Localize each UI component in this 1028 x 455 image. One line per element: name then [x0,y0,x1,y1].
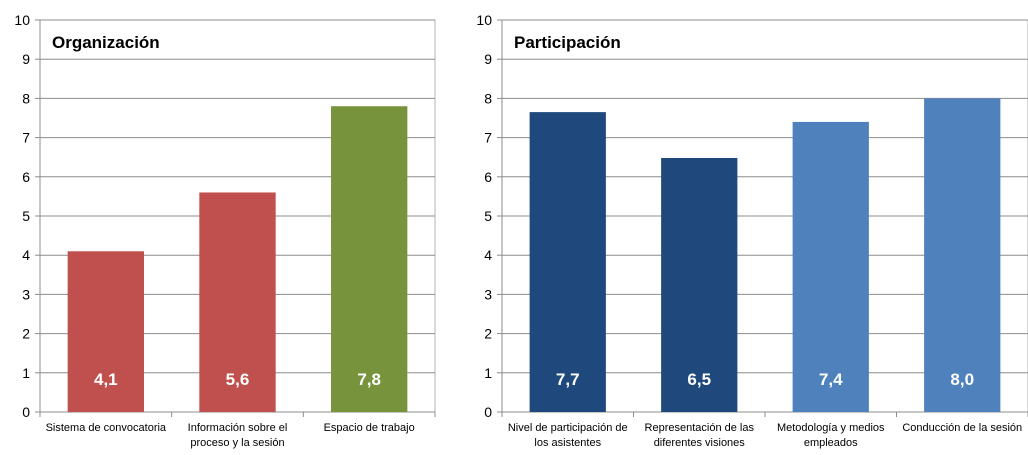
chart-participacion: 0 1 2 3 4 5 6 7 8 9 10 Participación 7,7 Nivel de par… [462,0,1028,455]
y-tick-label: 2 [22,326,30,342]
y-tick-label: 10 [476,12,492,28]
y-tick-label: 3 [484,286,492,302]
x-tick-label: Sistema de convocatoria [46,422,167,434]
bar-value-label: 7,7 [556,370,580,389]
y-tick-label: 7 [22,130,30,146]
x-tick-label: Metodología y medios [777,422,885,434]
x-tick-label: los asistentes [534,437,601,449]
x-tick-label: diferentes visiones [654,437,746,449]
x-tick-label: proceso y la sesión [190,437,284,449]
chart-participacion-svg: 0 1 2 3 4 5 6 7 8 9 10 Participación 7,7 Nivel de par… [476,12,1028,449]
y-tick-label: 9 [22,51,30,67]
y-tick-label: 0 [22,404,30,420]
x-tick-label: Información sobre el [188,422,288,434]
y-tick-label: 4 [484,247,492,263]
bar-value-label: 5,6 [226,370,250,389]
y-tick-label: 9 [484,51,492,67]
bar [199,192,276,412]
bar-value-label: 4,1 [94,370,118,389]
y-tick-label: 4 [22,247,30,263]
x-tick-label: Espacio de trabajo [324,422,415,434]
bar-value-label: 6,5 [687,370,711,389]
bar [67,251,145,412]
bar-value-label: 8,0 [950,370,974,389]
y-tick-label: 1 [22,365,30,381]
bar [661,157,738,412]
bar [792,121,869,413]
y-tick-label: 1 [484,365,492,381]
y-tick-label: 5 [22,208,30,224]
bar-value-label: 7,4 [819,370,843,389]
x-tick-label: empleados [804,437,858,449]
y-tick-label: 6 [22,169,30,185]
bar [330,106,408,413]
y-tick-label: 8 [484,90,492,106]
chart-organizacion: 0 1 2 3 4 5 6 7 8 9 10 Organización 4,1 Sistema de co… [0,0,455,455]
y-tick-label: 5 [484,208,492,224]
y-tick-label: 8 [22,90,30,106]
bar [529,112,606,413]
x-tick-label: Representación de las [645,422,755,434]
y-tick-label: 3 [22,286,30,302]
chart-title: Participación [514,33,621,52]
y-tick-label: 7 [484,130,492,146]
y-tick-label: 10 [14,12,30,28]
chart-organizacion-svg: 0 1 2 3 4 5 6 7 8 9 10 Organización 4,1 Sistema de co… [14,12,436,449]
bar-value-label: 7,8 [357,370,381,389]
bar [924,98,1001,413]
y-tick-label: 2 [484,326,492,342]
x-tick-label: Conducción de la sesión [902,422,1022,434]
chart-title: Organización [52,33,160,52]
y-tick-label: 0 [484,404,492,420]
x-tick-label: Nivel de participación de [508,422,628,434]
y-tick-label: 6 [484,169,492,185]
